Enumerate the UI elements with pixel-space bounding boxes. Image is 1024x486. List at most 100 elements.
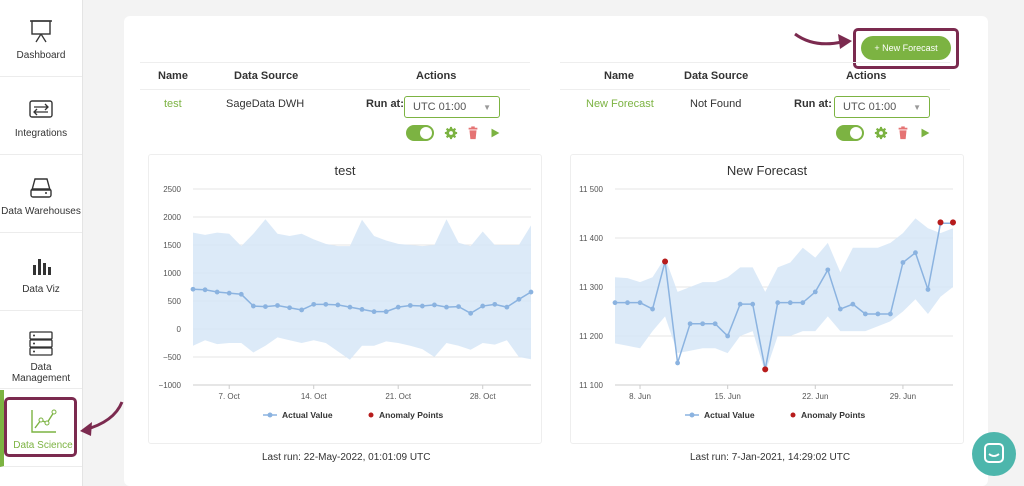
data-point <box>263 304 268 309</box>
enable-toggle[interactable] <box>406 125 434 141</box>
column-header-name: Name <box>158 70 188 82</box>
forecast-source: Not Found <box>690 98 742 110</box>
data-point <box>650 306 655 312</box>
y-tick-label: 0 <box>177 325 182 334</box>
data-point <box>637 300 643 306</box>
anomaly-point <box>662 258 669 265</box>
highlight-box <box>4 397 77 457</box>
legend-item-actual-value[interactable]: Actual Value <box>282 410 333 420</box>
run-at-select[interactable]: UTC 01:00 ▼ <box>404 96 500 118</box>
forecast-name-link[interactable]: test <box>164 98 182 110</box>
column-header-actions: Actions <box>416 70 457 82</box>
legend-marker <box>689 412 695 418</box>
x-tick-label: 21. Oct <box>385 392 412 401</box>
play-icon[interactable] <box>488 125 502 141</box>
legend-marker <box>790 412 796 418</box>
forecast-chart: New Forecast 11 500 11 400 11 300 11 200 11 … <box>570 154 964 444</box>
enable-toggle[interactable] <box>836 125 864 141</box>
data-point <box>504 304 510 310</box>
data-point <box>528 289 534 295</box>
line-graph-icon <box>31 409 57 433</box>
x-tick-label: 28. Oct <box>470 392 497 401</box>
data-point <box>202 287 208 293</box>
y-tick-label: 2000 <box>163 213 181 222</box>
data-point <box>750 301 756 307</box>
anomaly-point <box>950 219 956 226</box>
data-point <box>787 300 793 306</box>
sidebar-item-data-science[interactable]: Data Science <box>0 390 82 467</box>
data-point <box>725 333 731 339</box>
data-point <box>456 304 461 309</box>
data-point <box>395 304 401 310</box>
sidebar-item-label: Data Warehouses <box>1 206 81 217</box>
data-point <box>812 289 818 295</box>
new-forecast-button[interactable]: + New Forecast <box>861 36 951 60</box>
data-point <box>323 301 329 307</box>
sidebar-item-data-warehouses[interactable]: Data Warehouses <box>0 156 82 233</box>
sidebar-item-dashboard[interactable]: Dashboard <box>0 0 82 77</box>
data-point <box>419 303 425 309</box>
legend-item-actual-value[interactable]: Actual Value <box>704 410 755 420</box>
data-point <box>287 305 292 311</box>
data-point <box>737 301 743 307</box>
chart-plot: 11 500 11 400 11 300 11 200 11 100 8. Jun 15. … <box>579 185 956 420</box>
legend-marker <box>368 412 374 418</box>
run-at-value: UTC 01:00 <box>843 101 897 113</box>
sidebar-item-data-management[interactable]: Data Management <box>0 312 82 389</box>
forecast-source: SageData DWH <box>226 98 305 110</box>
data-point <box>335 302 341 308</box>
forecast-name-link[interactable]: New Forecast <box>586 98 654 110</box>
forecasts-card: + New Forecast Name Data Source Actions … <box>124 16 988 486</box>
legend-item-anomaly-points[interactable]: Anomaly Points <box>801 410 866 420</box>
x-tick-label: 22. Jun <box>802 392 828 401</box>
data-point <box>862 311 868 317</box>
gear-icon[interactable] <box>444 125 458 141</box>
run-at-select[interactable]: UTC 01:00 ▼ <box>834 96 930 118</box>
data-point <box>359 307 365 312</box>
sidebar-item-label: Dashboard <box>16 50 66 61</box>
chat-launcher-button[interactable] <box>972 432 1016 476</box>
last-run-text: Last run: 7-Jan-2021, 14:29:02 UTC <box>690 452 851 463</box>
y-tick-label: 500 <box>168 297 182 306</box>
arrows-exchange-icon <box>29 100 53 118</box>
data-point <box>700 321 706 327</box>
sidebar-item-label: Data Management <box>11 362 71 384</box>
data-point <box>875 311 881 317</box>
data-point <box>675 360 680 366</box>
y-tick-label: −500 <box>163 353 182 362</box>
chat-bubble-icon <box>984 443 1004 463</box>
annotation-arrow <box>794 32 852 49</box>
run-at-label: Run at: <box>366 98 404 110</box>
data-point <box>800 300 806 306</box>
sidebar-item-label: Data Viz <box>22 284 60 295</box>
x-tick-label: 7. Oct <box>219 392 241 401</box>
legend-marker <box>267 412 273 418</box>
sidebar-item-label: Data Science <box>13 440 73 451</box>
column-header-actions: Actions <box>846 70 887 82</box>
legend-item-anomaly-points[interactable]: Anomaly Points <box>379 410 444 420</box>
data-point <box>825 267 831 273</box>
sidebar-item-integrations[interactable]: Integrations <box>0 78 82 155</box>
server-stack-icon <box>29 331 53 356</box>
trash-icon[interactable] <box>896 125 910 141</box>
anomaly-point <box>762 366 769 373</box>
data-point <box>371 309 377 315</box>
highlight-box <box>853 28 959 69</box>
data-point <box>407 303 413 308</box>
play-icon[interactable] <box>918 125 932 141</box>
trash-icon[interactable] <box>466 125 480 141</box>
y-tick-label: 1000 <box>163 269 181 278</box>
data-point <box>888 311 893 317</box>
sidebar-item-data-viz[interactable]: Data Viz <box>0 234 82 311</box>
data-point <box>238 291 244 297</box>
forecast-panel: Name Data Source Actions test SageData D… <box>140 16 542 486</box>
gear-icon[interactable] <box>874 125 888 141</box>
data-point <box>900 260 906 265</box>
column-header-source: Data Source <box>234 70 299 82</box>
chart-title: New Forecast <box>726 163 808 178</box>
y-tick-label: −1000 <box>159 381 182 390</box>
data-point <box>850 301 856 307</box>
run-at-value: UTC 01:00 <box>413 101 467 113</box>
y-tick-label: 11 500 <box>579 185 603 194</box>
data-point <box>492 301 498 307</box>
